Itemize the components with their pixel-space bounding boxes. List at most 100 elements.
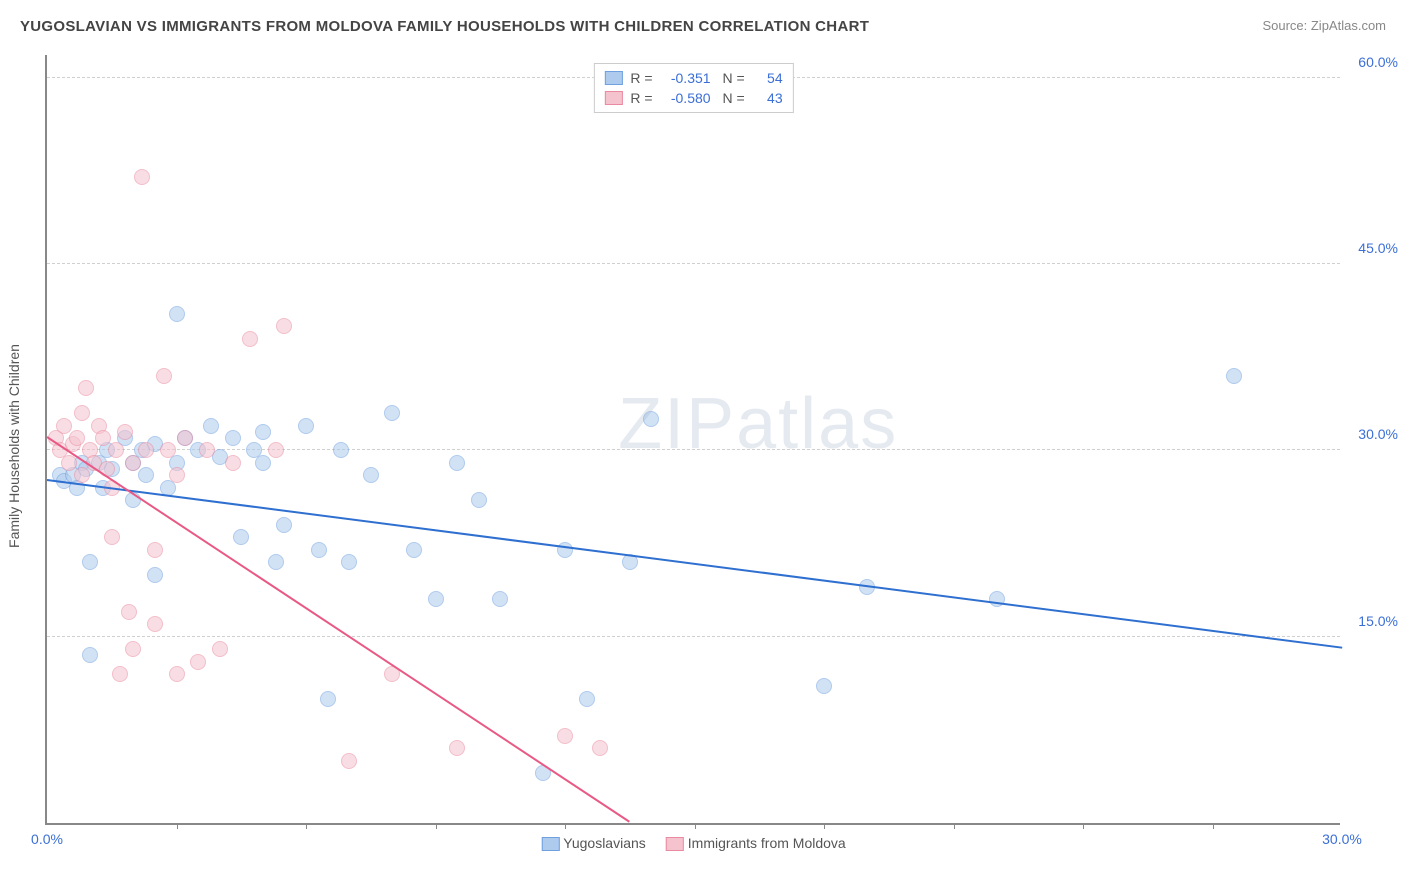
data-point: [579, 691, 595, 707]
data-point: [225, 455, 241, 471]
legend-label: Immigrants from Moldova: [688, 835, 846, 851]
trendline: [46, 436, 630, 823]
data-point: [1226, 368, 1242, 384]
data-point: [320, 691, 336, 707]
data-point: [138, 467, 154, 483]
data-point: [108, 442, 124, 458]
data-point: [242, 331, 258, 347]
data-point: [255, 424, 271, 440]
data-point: [276, 318, 292, 334]
x-tick: [824, 823, 825, 829]
data-point: [112, 666, 128, 682]
data-point: [117, 424, 133, 440]
data-point: [160, 442, 176, 458]
data-point: [125, 641, 141, 657]
x-tick-label: 0.0%: [31, 831, 63, 847]
legend-n-label: N =: [719, 70, 745, 86]
data-point: [61, 455, 77, 471]
data-point: [233, 529, 249, 545]
data-point: [147, 542, 163, 558]
legend-swatch: [604, 71, 622, 85]
x-tick: [1083, 823, 1084, 829]
data-point: [203, 418, 219, 434]
data-point: [989, 591, 1005, 607]
legend-swatch: [604, 91, 622, 105]
y-tick-label: 60.0%: [1358, 54, 1398, 70]
data-point: [298, 418, 314, 434]
data-point: [225, 430, 241, 446]
data-point: [212, 641, 228, 657]
legend-swatch: [541, 837, 559, 851]
data-point: [169, 666, 185, 682]
data-point: [428, 591, 444, 607]
data-point: [199, 442, 215, 458]
data-point: [592, 740, 608, 756]
data-point: [121, 604, 137, 620]
data-point: [255, 455, 271, 471]
data-point: [177, 430, 193, 446]
data-point: [78, 380, 94, 396]
legend-r-value: -0.351: [661, 70, 711, 86]
data-point: [643, 411, 659, 427]
data-point: [82, 647, 98, 663]
data-point: [147, 616, 163, 632]
data-point: [104, 529, 120, 545]
data-point: [69, 430, 85, 446]
y-tick-label: 15.0%: [1358, 613, 1398, 629]
data-point: [341, 753, 357, 769]
legend-r-label: R =: [630, 70, 652, 86]
data-point: [156, 368, 172, 384]
data-point: [268, 554, 284, 570]
data-point: [169, 306, 185, 322]
x-tick-label: 30.0%: [1322, 831, 1362, 847]
data-point: [363, 467, 379, 483]
chart-title: YUGOSLAVIAN VS IMMIGRANTS FROM MOLDOVA F…: [20, 18, 869, 35]
x-tick: [954, 823, 955, 829]
y-axis-label: Family Households with Children: [6, 344, 22, 548]
data-point: [125, 455, 141, 471]
legend-r-value: -0.580: [661, 90, 711, 106]
gridline: [47, 636, 1340, 637]
legend-swatch: [666, 837, 684, 851]
x-tick: [177, 823, 178, 829]
data-point: [557, 728, 573, 744]
data-point: [74, 467, 90, 483]
data-point: [471, 492, 487, 508]
data-point: [333, 442, 349, 458]
chart-plot-area: ZIPatlas R = -0.351 N = 54 R = -0.580 N …: [45, 55, 1340, 825]
data-point: [341, 554, 357, 570]
x-tick: [1213, 823, 1214, 829]
series-legend: Yugoslavians Immigrants from Moldova: [541, 835, 845, 851]
watermark: ZIPatlas: [618, 383, 898, 465]
data-point: [384, 405, 400, 421]
legend-item: Immigrants from Moldova: [666, 835, 846, 851]
source-label: Source: ZipAtlas.com: [1262, 18, 1386, 33]
y-tick-label: 30.0%: [1358, 426, 1398, 442]
x-tick: [695, 823, 696, 829]
data-point: [268, 442, 284, 458]
y-tick-label: 45.0%: [1358, 240, 1398, 256]
data-point: [406, 542, 422, 558]
data-point: [56, 418, 72, 434]
data-point: [311, 542, 327, 558]
legend-row: R = -0.351 N = 54: [604, 68, 782, 88]
legend-label: Yugoslavians: [563, 835, 646, 851]
data-point: [276, 517, 292, 533]
data-point: [190, 654, 206, 670]
data-point: [138, 442, 154, 458]
data-point: [169, 467, 185, 483]
data-point: [449, 455, 465, 471]
data-point: [134, 169, 150, 185]
data-point: [492, 591, 508, 607]
data-point: [816, 678, 832, 694]
x-tick: [436, 823, 437, 829]
legend-item: Yugoslavians: [541, 835, 646, 851]
legend-n-value: 43: [753, 90, 783, 106]
data-point: [82, 554, 98, 570]
data-point: [449, 740, 465, 756]
x-tick: [306, 823, 307, 829]
data-point: [95, 430, 111, 446]
legend-r-label: R =: [630, 90, 652, 106]
correlation-legend: R = -0.351 N = 54 R = -0.580 N = 43: [593, 63, 793, 113]
legend-n-value: 54: [753, 70, 783, 86]
